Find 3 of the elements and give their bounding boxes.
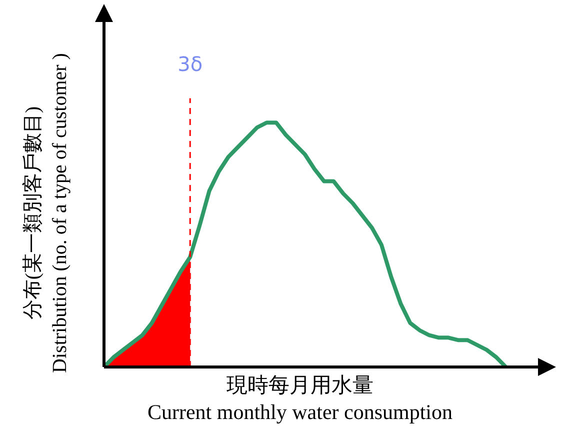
y-axis-title: 分布(某一類別客戶數目) Distribution (no. of a type of customer ) <box>21 52 72 375</box>
x-axis-title: 現時每月用水量 Current monthly water consumption <box>146 372 454 426</box>
text: 3δ <box>176 52 204 76</box>
